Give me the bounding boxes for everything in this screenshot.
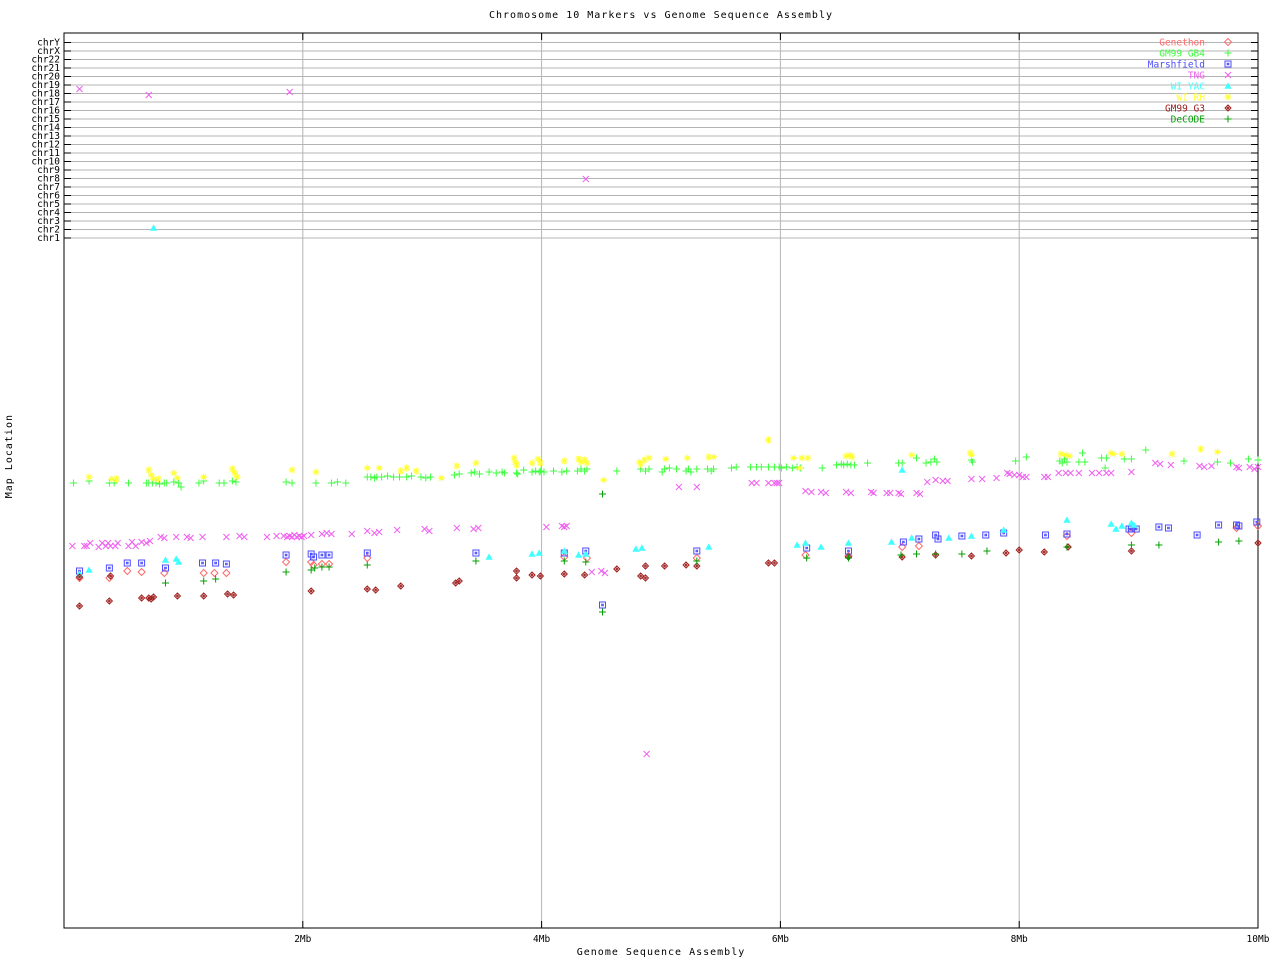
legend-label: DeCODE: [1171, 115, 1206, 126]
series-marshfield: [76, 518, 1261, 609]
x-axis-label: Genome Sequence Assembly: [576, 947, 746, 958]
chromosome-label: chr13: [31, 131, 60, 142]
chromosome-label: chr8: [37, 174, 60, 185]
legend-label: Genethon: [1159, 38, 1205, 49]
chromosome-label: chr19: [31, 80, 60, 91]
x-tick-label: 4Mb: [533, 934, 550, 945]
chromosome-label: chr15: [31, 114, 60, 125]
legend-label: WI RH: [1176, 93, 1205, 104]
chromosome-label: chrX: [37, 46, 60, 57]
chromosome-label: chrY: [37, 38, 60, 49]
chromosome-label: chr22: [31, 55, 60, 66]
series-decode: [161, 490, 1243, 616]
chromosome-label: chr3: [37, 216, 60, 227]
series-wi-yac: [75, 224, 1138, 577]
chromosome-label: chr2: [37, 225, 60, 236]
chromosome-label: chr17: [31, 97, 60, 108]
legend-label: TNG: [1188, 71, 1205, 82]
chromosome-label: chr6: [37, 191, 60, 202]
legend-label: Marshfield: [1148, 60, 1205, 71]
chromosome-label: chr21: [31, 63, 60, 74]
chromosome-labels: chrYchrXchr22chr21chr20chr19chr18chr17ch…: [31, 38, 60, 245]
chromosome-label: chr14: [31, 123, 60, 134]
plot-border: [63, 32, 1259, 929]
chromosome-label: chr7: [37, 182, 60, 193]
legend-label: GM99 GB4: [1159, 49, 1205, 60]
chromosome-label: chr5: [37, 199, 60, 210]
chromosome-label: chr12: [31, 140, 60, 151]
legend-label: WI YAC: [1171, 82, 1205, 93]
chromosome-label: chr16: [31, 106, 60, 117]
x-tick-label: 10Mb: [1247, 934, 1270, 945]
chromosome-label: chr4: [37, 208, 60, 219]
chart-title: Chromosome 10 Markers vs Genome Sequence…: [488, 10, 833, 21]
series-genethon: [75, 521, 1263, 583]
chromosome-label: chr10: [31, 157, 60, 168]
series-tng: [69, 85, 1262, 758]
chromosome-label: chr9: [37, 165, 60, 176]
x-tick-label: 6Mb: [772, 934, 789, 945]
series-gm99-gb4: [70, 446, 1262, 491]
legend-label: GM99 G3: [1165, 104, 1205, 115]
x-tick-label: 8Mb: [1011, 934, 1028, 945]
chromosome-label: chr11: [31, 148, 60, 159]
chromosome-label: chr18: [31, 89, 60, 100]
series-wi-rh: [85, 436, 1221, 484]
x-gridlines: [302, 33, 1020, 928]
chromosome-label: chr20: [31, 72, 60, 83]
series-gm99-g3: [75, 539, 1262, 610]
chromosome-gridlines: [64, 42, 1258, 239]
x-tick-label: 2Mb: [294, 934, 311, 945]
chromosome-label: chr1: [37, 233, 60, 244]
